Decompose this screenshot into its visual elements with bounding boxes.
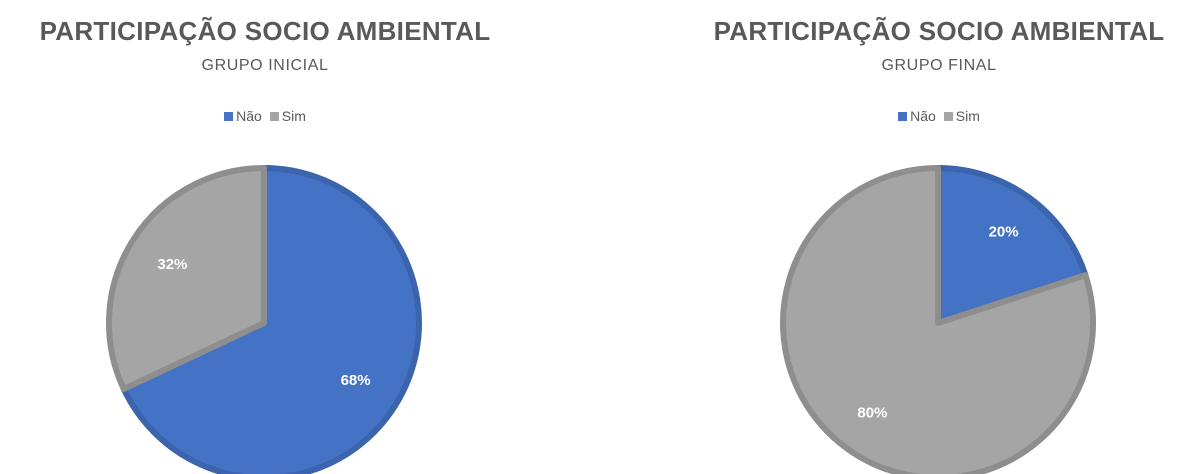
chart-title: PARTICIPAÇÃO SOCIO AMBIENTAL [39, 16, 491, 46]
legend-entry-nao: Não [898, 108, 936, 124]
pie-plot-area: 20% 80% [780, 165, 1096, 474]
pie-plot-area: 68% 32% [106, 165, 422, 474]
legend-swatch-sim [943, 111, 953, 121]
pie-slice-sim [106, 165, 267, 392]
legend-entry-sim: Sim [943, 108, 980, 124]
pie-slice-sim [780, 165, 1096, 474]
legend-label-nao: Não [236, 108, 262, 124]
legend-entry-nao: Não [224, 108, 262, 124]
legend-swatch-nao [224, 111, 234, 121]
data-label-sim: 32% [157, 256, 187, 273]
data-label-nao: 20% [989, 224, 1019, 241]
chart-legend: Não Sim [5, 108, 525, 124]
chart-subtitle: GRUPO INICIAL [201, 57, 329, 74]
data-label-nao: 68% [341, 372, 371, 389]
chart-title: PARTICIPAÇÃO SOCIO AMBIENTAL [713, 16, 1165, 46]
legend-label-sim: Sim [955, 108, 980, 124]
pie-chart-grupo-inicial: PARTICIPAÇÃO SOCIO AMBIENTAL GRUPO INICI… [5, 0, 525, 474]
legend-label-sim: Sim [281, 108, 306, 124]
pie-slice-nao [120, 165, 422, 474]
legend-swatch-nao [898, 111, 908, 121]
chart-legend: Não Sim [679, 108, 1199, 124]
legend-entry-sim: Sim [269, 108, 306, 124]
chart-subtitle: GRUPO FINAL [881, 57, 997, 74]
pie-chart-grupo-final: PARTICIPAÇÃO SOCIO AMBIENTAL GRUPO FINAL… [679, 0, 1199, 474]
data-label-sim: 80% [857, 404, 887, 421]
legend-label-nao: Não [910, 108, 936, 124]
legend-swatch-sim [269, 111, 279, 121]
